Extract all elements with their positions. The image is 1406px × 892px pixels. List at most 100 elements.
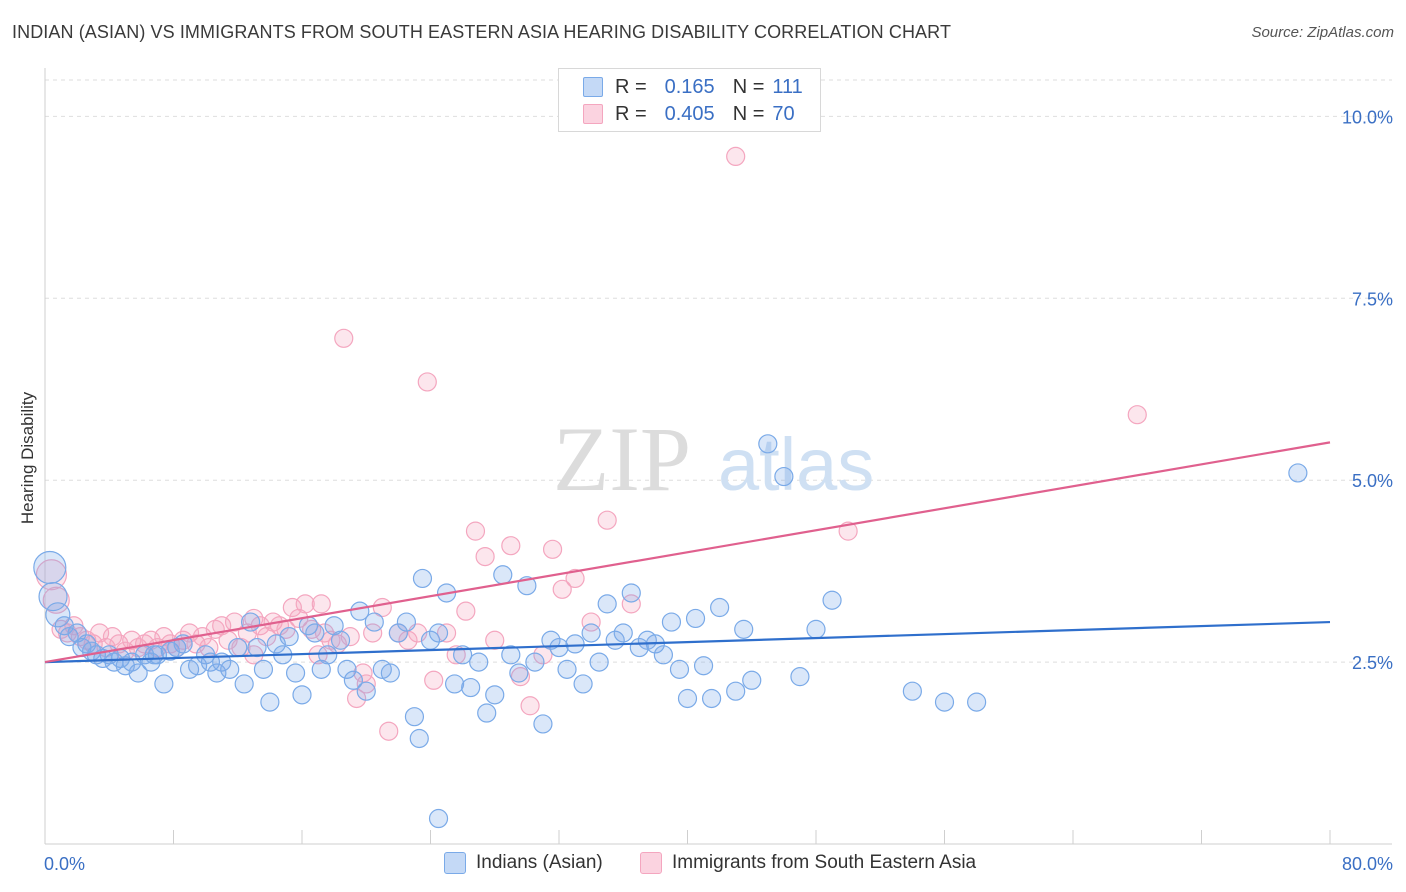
immigrants-point — [353, 663, 373, 683]
trend-lines — [44, 441, 1331, 664]
axis-layer — [44, 68, 1392, 845]
immigrants-point — [122, 630, 142, 650]
immigrants-point — [465, 521, 486, 541]
immigrants-point — [1127, 405, 1147, 425]
indians-point — [653, 645, 674, 665]
immigrants-point — [51, 619, 71, 639]
series-legend: Indians (Asian) Immigrants from South Ea… — [0, 852, 1406, 878]
indians-point — [1288, 463, 1308, 483]
indians-point — [428, 623, 449, 643]
indians-point — [461, 677, 481, 698]
indians-point — [260, 692, 280, 712]
legend-r-label: R = — [615, 75, 647, 98]
indians-point — [677, 688, 698, 709]
indians-point — [806, 619, 826, 639]
tick-labels: 2.5% 5.0% 7.5% 10.0% 0.0% 80.0% — [44, 107, 1393, 874]
legend-item-immigrants[interactable]: Immigrants from South Eastern Asia — [640, 852, 976, 874]
indians-point — [305, 623, 325, 643]
indians-point — [220, 659, 240, 679]
indians-point — [934, 692, 955, 712]
immigrants-point — [282, 597, 302, 618]
indians-point — [412, 568, 433, 589]
immigrants-point — [424, 670, 444, 690]
legend-r-value: 0.405 — [664, 102, 715, 125]
stats-legend-row-immigrants: R = 0.405 N = 70 — [583, 102, 795, 126]
immigrants-point — [501, 536, 521, 556]
immigrants-point — [379, 721, 399, 741]
indians-point — [613, 623, 633, 643]
indians-point — [485, 685, 505, 705]
legend-item-label: Immigrants from South Eastern Asia — [672, 852, 977, 873]
stats-legend-row-indians: R = 0.165 N = 111 — [583, 75, 803, 99]
immigrants-point — [436, 623, 457, 643]
immigrants-point — [334, 328, 354, 348]
indians-point — [33, 550, 67, 585]
immigrants-point — [311, 594, 331, 614]
immigrants-point — [726, 146, 746, 166]
indians-point — [388, 623, 408, 643]
legend-swatch-blue — [583, 77, 603, 97]
indians-point — [234, 674, 254, 694]
indians-point — [364, 612, 384, 632]
y-tick-label: 10.0% — [1342, 107, 1393, 127]
source-label: Source: ZipAtlas.com — [1251, 24, 1394, 41]
watermark-zip: ZIP — [553, 408, 691, 510]
indians-point — [669, 659, 690, 679]
immigrants-point — [356, 674, 376, 694]
indians-point — [380, 663, 400, 683]
indians-point — [734, 619, 754, 639]
indians-point — [38, 582, 68, 612]
indians-point — [154, 674, 174, 694]
indians-point — [509, 663, 529, 683]
indians-point — [726, 681, 746, 701]
legend-item-indians[interactable]: Indians (Asian) — [444, 852, 603, 874]
immigrants-point — [565, 568, 585, 589]
indians-point — [661, 612, 682, 632]
legend-n-label: N = — [732, 75, 765, 98]
indians-point — [292, 685, 312, 705]
immigrants-point — [475, 546, 495, 567]
indians-point — [444, 674, 465, 694]
indians-point — [621, 583, 641, 603]
immigrants-point — [102, 627, 123, 647]
indians-point — [822, 590, 842, 610]
indians-point — [469, 652, 489, 672]
x-tick-label: 80.0% — [1342, 854, 1393, 874]
immigrants-point — [542, 539, 563, 559]
indians-point — [774, 466, 794, 487]
immigrants-point — [456, 601, 476, 621]
immigrants-point — [485, 630, 505, 650]
immigrants-point — [295, 594, 315, 614]
legend-r-label: R = — [615, 102, 647, 125]
indians-point — [343, 670, 363, 690]
indians-point — [565, 634, 585, 654]
indians-point — [967, 692, 987, 712]
series-indians-points — [33, 434, 1308, 829]
indians-point — [573, 674, 593, 694]
grid-layer — [45, 79, 1392, 663]
immigrants-point — [302, 619, 322, 639]
indians-point — [493, 565, 513, 585]
immigrants-point — [520, 696, 540, 716]
indians-point — [356, 681, 376, 701]
indians-point — [318, 645, 338, 665]
indians-point — [533, 714, 553, 734]
indians-point — [597, 594, 617, 614]
chart-title: INDIAN (ASIAN) VS IMMIGRANTS FROM SOUTH … — [12, 22, 952, 42]
immigrants-point — [224, 612, 245, 632]
watermark-atlas: atlas — [718, 423, 874, 506]
immigrants-point — [321, 630, 341, 650]
immigrants-point — [552, 579, 572, 599]
indians-point — [207, 663, 227, 683]
immigrants-point — [417, 372, 437, 392]
watermark: ZIP atlas — [553, 408, 874, 510]
indians-point — [581, 623, 601, 643]
indians-point — [501, 645, 521, 665]
indians-point — [549, 637, 569, 658]
indians-point — [228, 637, 248, 658]
indians-point — [589, 652, 609, 672]
y-tick-label: 2.5% — [1352, 653, 1393, 673]
indians-point — [337, 659, 357, 679]
indians-point — [45, 602, 71, 628]
immigrants-point — [347, 688, 367, 709]
